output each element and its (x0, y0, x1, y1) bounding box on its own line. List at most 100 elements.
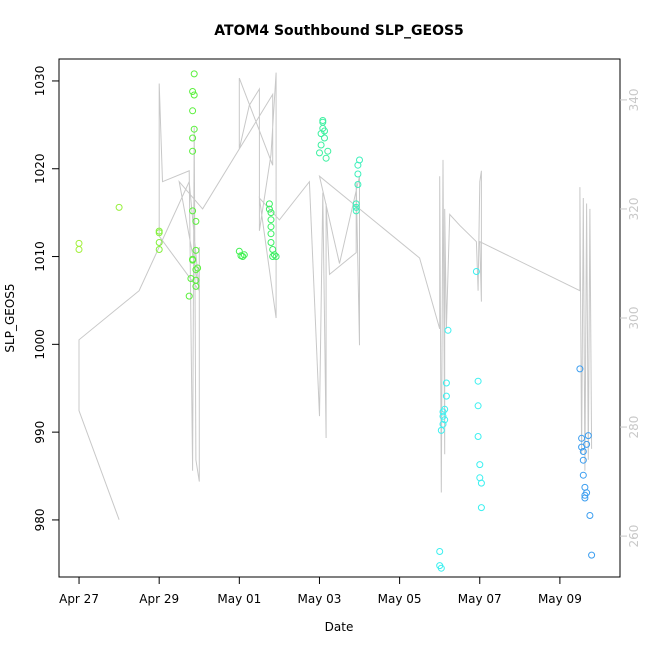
x-tick-label: May 09 (538, 592, 582, 606)
data-point (267, 239, 275, 246)
data-point (579, 448, 587, 455)
data-point (189, 107, 197, 115)
data-point (588, 551, 596, 559)
x-tick-label: May 07 (458, 592, 502, 606)
data-point (189, 147, 197, 155)
data-point (324, 147, 332, 155)
x-tick-label: Apr 27 (59, 592, 99, 606)
x-tick-label: Apr 29 (139, 592, 179, 606)
data-point (319, 117, 327, 124)
y2-tick-label: 260 (627, 525, 641, 548)
y-tick-label: 1000 (33, 329, 47, 360)
data-point (75, 239, 83, 247)
data-point (441, 416, 449, 424)
data-point (586, 512, 594, 519)
data-point (192, 246, 200, 254)
data-point (239, 253, 247, 260)
data-point (272, 253, 280, 260)
x-tick-label: May 05 (378, 592, 422, 606)
y2-tick-label: 300 (627, 307, 641, 330)
y-tick-label: 990 (33, 421, 47, 444)
y-tick-label: 1020 (33, 153, 47, 184)
data-point (265, 205, 273, 213)
data-point (437, 564, 445, 572)
data-point (321, 134, 328, 142)
secondary-line-layer (78, 72, 593, 520)
data-point (441, 405, 449, 413)
x-axis: Apr 27 Apr 29 May 01 May 03 May 05 May 07 May … (59, 576, 582, 606)
data-point (267, 230, 275, 238)
data-point (442, 392, 450, 400)
data-point (579, 471, 587, 479)
data-point (190, 91, 198, 99)
data-point (189, 88, 197, 95)
data-point (578, 434, 586, 442)
data-point (190, 125, 198, 133)
data-point (190, 70, 198, 78)
data-point (316, 149, 323, 157)
data-point (187, 275, 195, 282)
data-point (579, 456, 587, 464)
data-point (192, 282, 200, 290)
data-point (194, 264, 202, 272)
data-point (185, 292, 193, 300)
data-point (265, 200, 273, 208)
data-point (444, 326, 452, 334)
data-point (155, 246, 163, 253)
data-point (192, 217, 200, 225)
y-tick-label: 1010 (33, 241, 47, 272)
y-axis: 980 990 1000 1010 1020 1030 (33, 66, 60, 531)
data-point (75, 246, 83, 253)
data-point (267, 209, 275, 217)
data-point (576, 365, 584, 373)
data-point (352, 200, 360, 208)
data-point (155, 229, 163, 237)
data-point (352, 207, 360, 215)
y2-axis: 260 280 300 320 340 (620, 88, 641, 548)
data-point (354, 170, 362, 178)
data-point (240, 251, 248, 259)
scatter-points-layer (75, 70, 596, 572)
data-point (267, 216, 275, 224)
y-axis-label: SLP_GEOS5 (3, 283, 17, 352)
data-point (189, 134, 197, 142)
data-point (322, 154, 330, 162)
data-point (584, 432, 592, 440)
data-point (321, 127, 328, 135)
data-point (477, 504, 485, 512)
chart-title: ATOM4 Southbound SLP_GEOS5 (214, 23, 464, 39)
data-point (439, 412, 447, 420)
x-tick-label: May 01 (217, 592, 261, 606)
y-tick-label: 1030 (33, 66, 47, 97)
secondary-series-line (78, 72, 593, 520)
data-point (583, 489, 591, 497)
data-point (476, 461, 484, 469)
data-point (477, 479, 485, 487)
data-point (269, 253, 277, 260)
y-tick-label: 980 (33, 508, 47, 531)
data-point (474, 402, 482, 410)
data-point (115, 203, 123, 211)
y2-tick-label: 320 (627, 197, 641, 220)
data-point (189, 207, 197, 215)
x-axis-label: Date (325, 620, 354, 634)
data-point (583, 440, 591, 448)
data-point (474, 433, 482, 440)
data-point (352, 203, 360, 211)
data-point (437, 426, 445, 434)
data-point (354, 181, 362, 188)
data-point (442, 379, 450, 387)
data-point (267, 223, 275, 231)
data-point (356, 156, 363, 164)
plot-frame (58, 58, 621, 578)
data-point (192, 266, 200, 274)
data-point (439, 420, 447, 428)
data-point (474, 377, 482, 385)
y2-tick-label: 340 (627, 88, 641, 111)
data-point (235, 247, 243, 255)
data-point (317, 141, 325, 149)
data-point (189, 256, 197, 264)
data-point (436, 548, 444, 555)
data-point (155, 239, 163, 246)
